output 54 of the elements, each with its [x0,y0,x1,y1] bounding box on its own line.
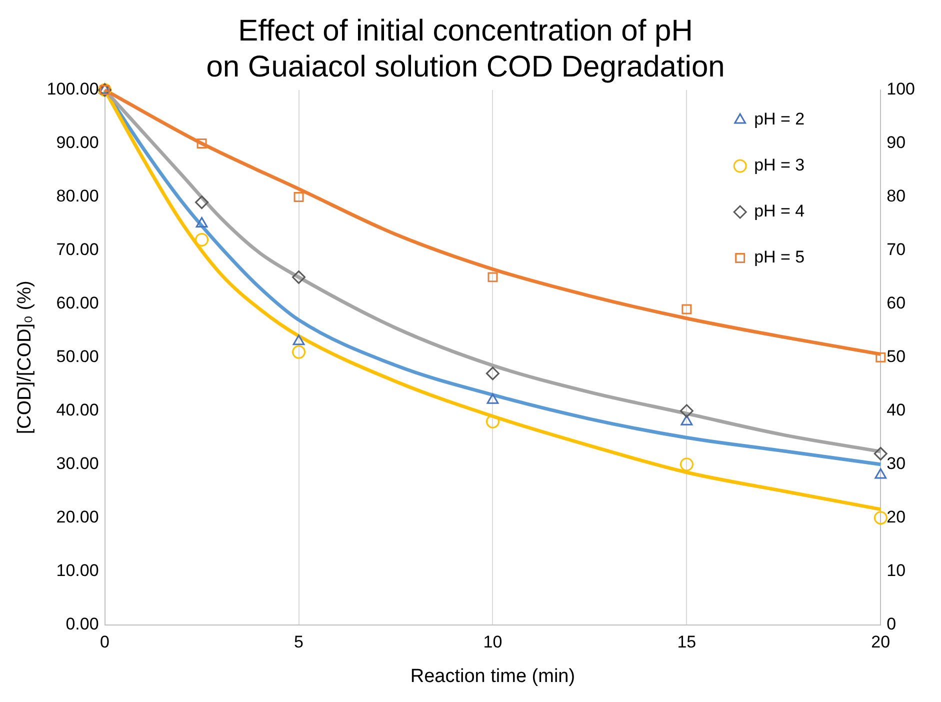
y-tick-label: 80.00 [56,186,99,206]
point [876,352,886,362]
y-tick-label: 40.00 [56,400,99,420]
y-axis-title: [COD]/[COD]₀ (%) [14,280,36,434]
point [486,393,499,404]
point [195,196,209,210]
point [292,345,306,359]
point [292,270,306,284]
y2-tick-label: 10 [886,561,906,580]
point [874,468,887,479]
y2-tick-label: 100 [886,80,916,99]
y-tick-label: 100.00 [46,80,99,99]
point [294,192,304,202]
point [486,366,500,380]
x-tick-label: 20 [871,632,890,652]
x-tick-label: 0 [100,632,110,652]
x-tick-label: 5 [294,632,304,652]
point [488,272,498,282]
x-tick-label: 15 [677,632,696,652]
point [196,216,208,228]
y2-tick-label: 0 [886,614,896,634]
y-tick-label: 10.00 [56,561,99,580]
legend-label: pH = 2 [754,110,805,129]
y2-tick-label: 90 [886,133,906,152]
y2-tick-label: 30 [886,454,906,474]
point [486,414,500,428]
y2-tick-label: 40 [886,400,906,420]
point [682,304,692,314]
point [680,414,693,426]
point [874,511,888,525]
point [874,446,888,460]
y-tick-label: 20.00 [56,508,99,527]
y2-tick-label: 60 [886,294,906,313]
legend-label: pH = 3 [754,156,805,175]
y-tick-label: 60.00 [56,294,99,313]
y-tick-label: 70.00 [56,240,99,260]
x-tick-label: 10 [483,632,502,652]
y2-tick-label: 70 [886,240,906,260]
point [195,232,209,246]
x-axis-title: Reaction time (min) [410,666,576,687]
chart-title: Effect of initial concentration of pH on Guaiacol solution COD Degradation [206,14,725,84]
y-tick-label: 30.00 [56,454,99,474]
point [292,334,305,346]
point [680,404,694,418]
legend-label: pH = 5 [754,248,805,267]
y2-tick-label: 80 [886,186,906,206]
y2-tick-label: 50 [886,347,906,366]
y-tick-label: 90.00 [56,133,99,152]
y-tick-label: 50.00 [56,347,99,366]
point [196,138,207,148]
legend-label: pH = 4 [754,202,805,221]
point [680,458,694,472]
y-tick-label: 0.00 [66,614,99,634]
y2-tick-label: 20 [886,508,906,527]
